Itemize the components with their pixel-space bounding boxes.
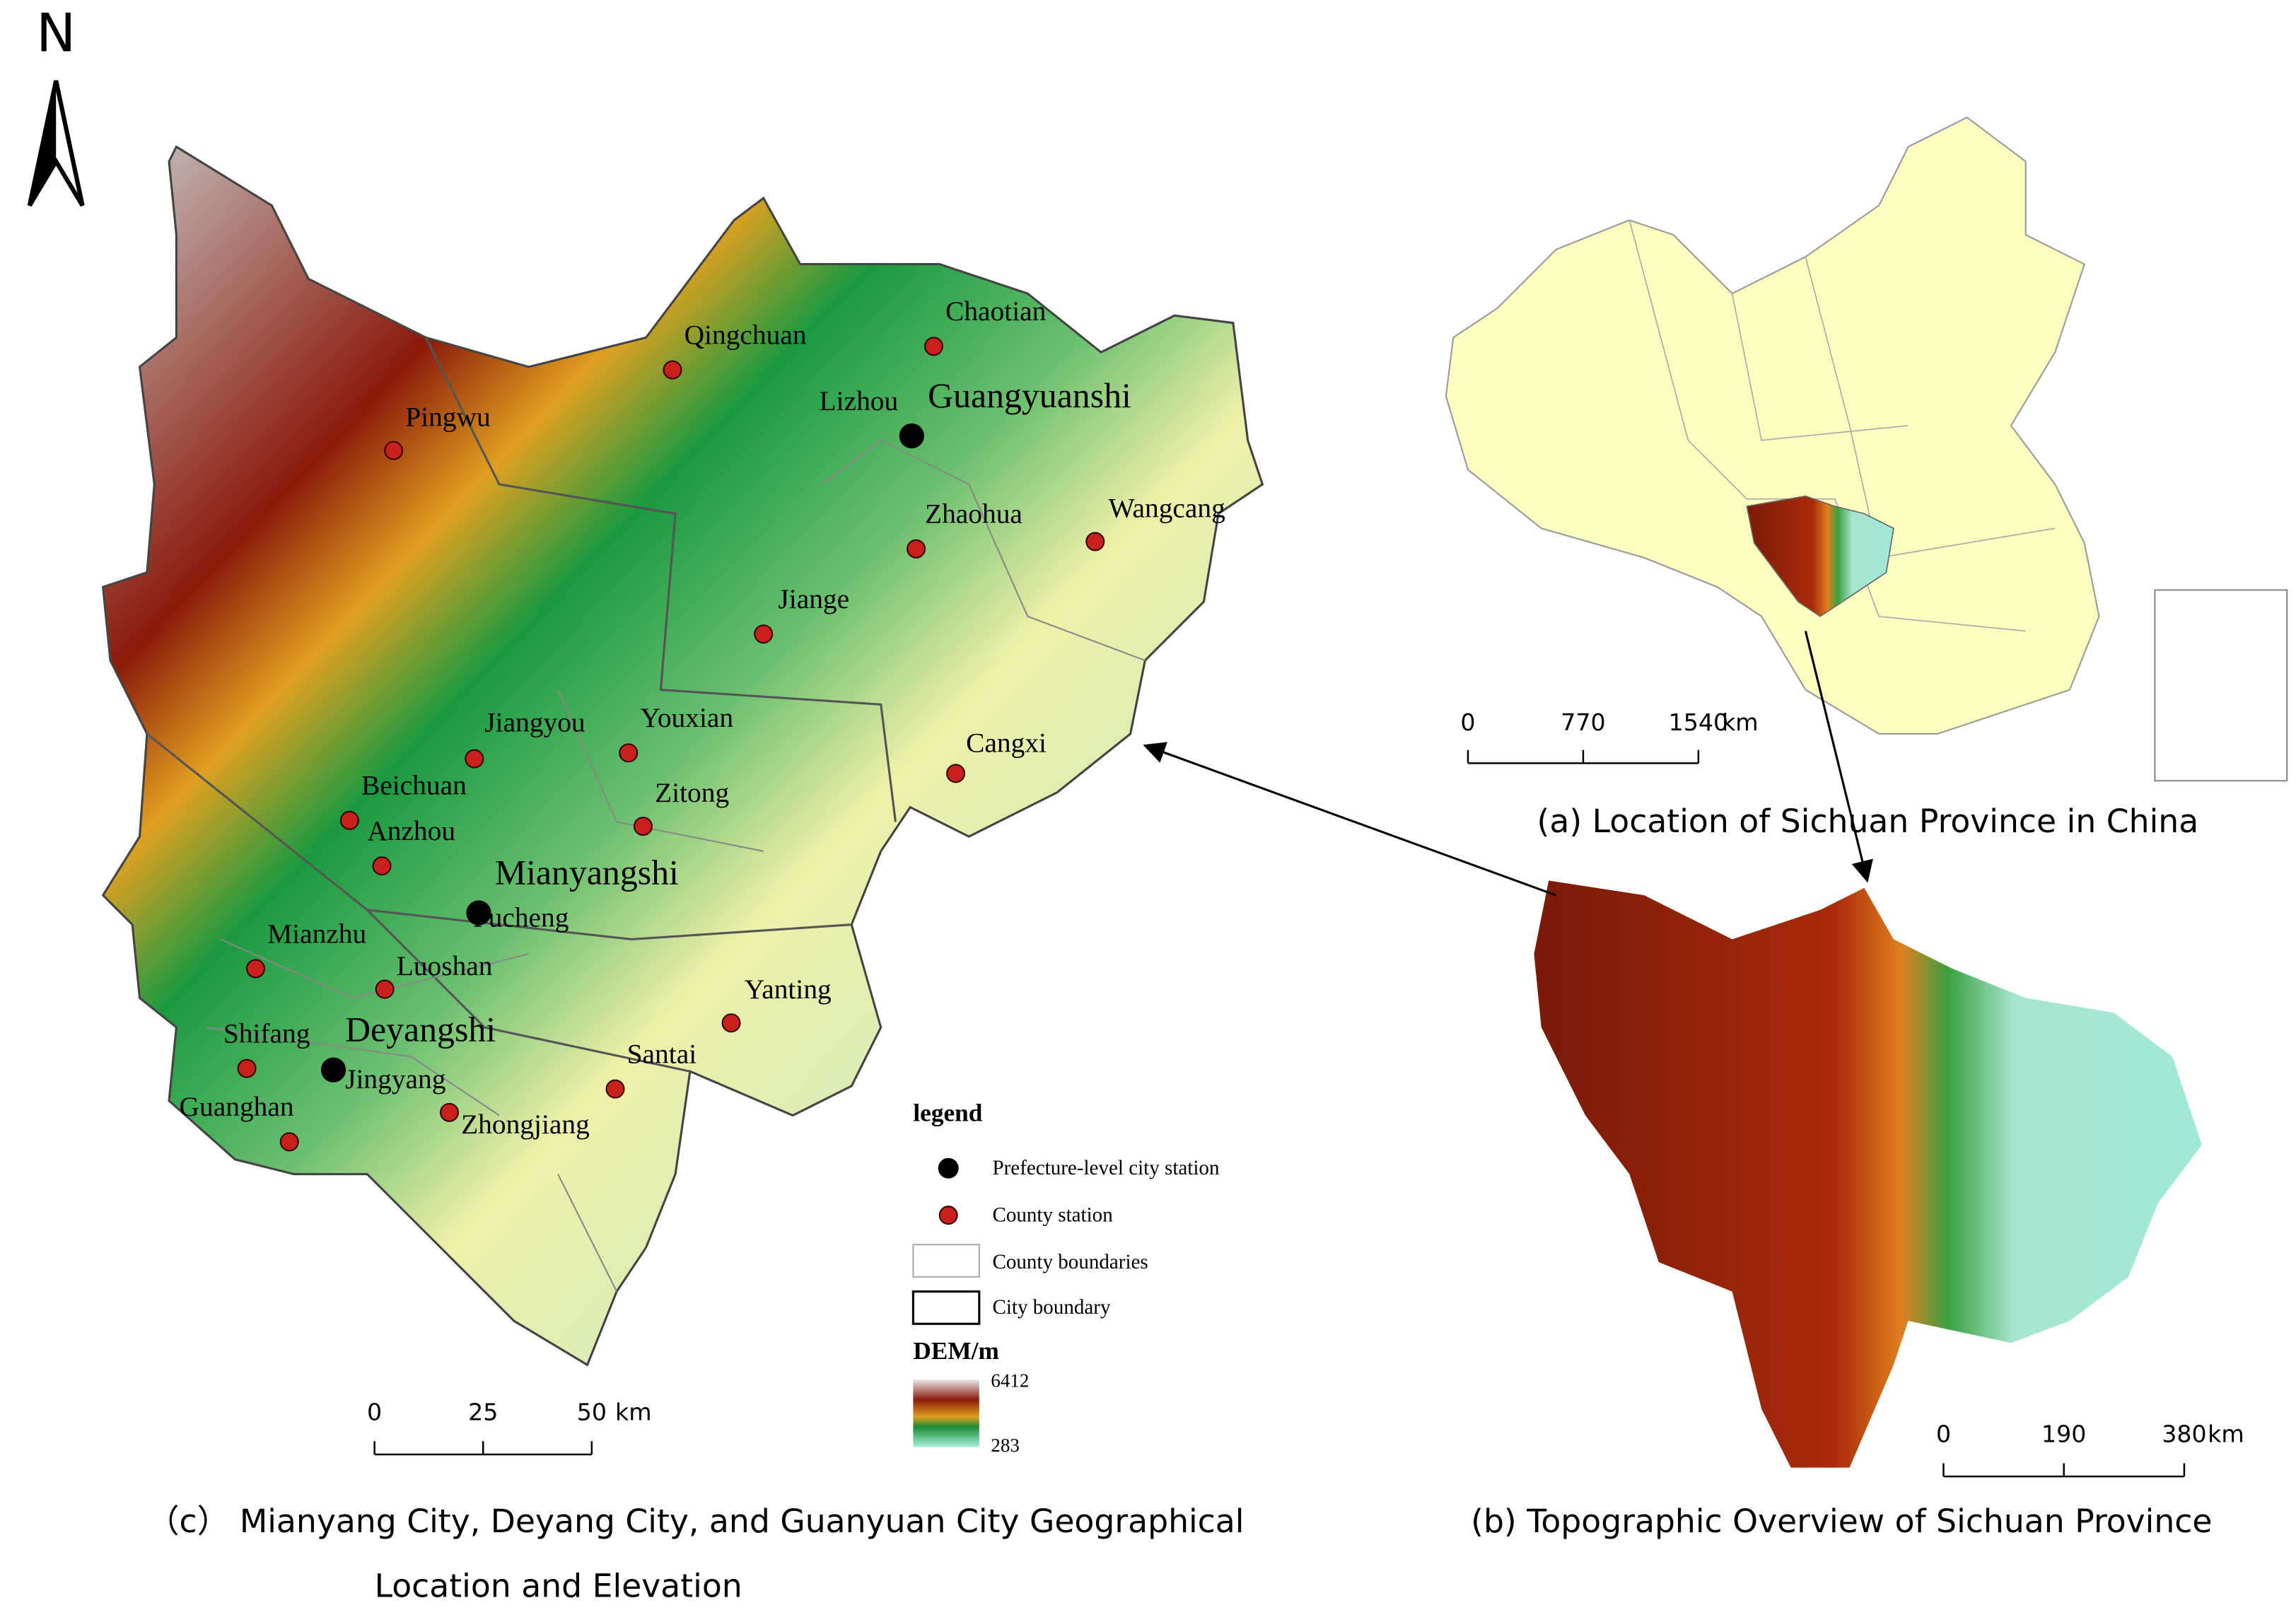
legend-symbol bbox=[938, 1157, 959, 1179]
prefecture-station bbox=[899, 423, 924, 449]
station-label: Mianzhu bbox=[267, 918, 366, 949]
county-station bbox=[1085, 532, 1105, 552]
city-label: Guangyuanshi bbox=[928, 376, 1131, 415]
scale-label: 1540 bbox=[1669, 708, 1729, 736]
county-station bbox=[372, 856, 392, 876]
county-station bbox=[907, 539, 926, 559]
caption: Location and Elevation bbox=[375, 1567, 742, 1604]
china-map bbox=[1445, 116, 2100, 735]
station-label: Yanting bbox=[745, 974, 832, 1005]
county-station bbox=[465, 749, 484, 769]
legend: legend Prefecture-level city station Cou… bbox=[911, 1099, 1220, 1456]
station-label: Beichuan bbox=[361, 770, 467, 801]
station-label: Cangxi bbox=[966, 727, 1047, 758]
legend-title: legend bbox=[913, 1099, 982, 1127]
dem-title: DEM/m bbox=[913, 1337, 998, 1365]
county-station bbox=[619, 743, 639, 763]
scale-label: 0 bbox=[1936, 1420, 1951, 1447]
legend-symbol bbox=[912, 1244, 980, 1278]
arrow bbox=[1804, 631, 1873, 883]
station-label: Qingchuan bbox=[684, 319, 807, 350]
scale-label: 50 bbox=[577, 1398, 607, 1425]
county-station bbox=[375, 979, 395, 999]
station-label: Jingyang bbox=[345, 1063, 445, 1095]
inset-box bbox=[2154, 589, 2288, 782]
legend-item: County boundaries bbox=[992, 1251, 1148, 1273]
city-label: Mianyangshi bbox=[495, 853, 679, 892]
north-arrow bbox=[27, 80, 85, 207]
station-label: Youxian bbox=[640, 702, 733, 733]
station-label: Luoshan bbox=[397, 950, 493, 981]
caption: (a) Location of Sichuan Province in Chin… bbox=[1537, 803, 2199, 840]
legend-item: Prefecture-level city station bbox=[992, 1157, 1219, 1179]
legend-symbol bbox=[938, 1206, 958, 1225]
station-label: Santai bbox=[627, 1039, 697, 1070]
legend-symbol bbox=[911, 1290, 981, 1325]
county-station bbox=[605, 1079, 625, 1099]
prefecture-station bbox=[466, 900, 491, 926]
county-station bbox=[246, 959, 265, 979]
caption: (b) Topographic Overview of Sichuan Prov… bbox=[1471, 1503, 2212, 1540]
scale-label: 380 bbox=[2162, 1420, 2206, 1447]
county-station bbox=[923, 337, 943, 356]
scale-label: 770 bbox=[1561, 708, 1605, 736]
study-area bbox=[101, 145, 1264, 1367]
county-station bbox=[384, 441, 404, 460]
county-station bbox=[439, 1102, 459, 1122]
prefecture-station bbox=[320, 1057, 346, 1083]
scale-unit: km bbox=[1722, 708, 1759, 736]
china-provinces bbox=[1628, 220, 2056, 632]
county-station bbox=[633, 817, 653, 836]
scale-unit: km bbox=[2208, 1420, 2244, 1447]
station-label: Guanghan bbox=[180, 1091, 294, 1122]
arrow bbox=[1143, 742, 1557, 897]
station-label: Fucheng bbox=[473, 902, 569, 933]
scale-unit: km bbox=[615, 1398, 652, 1425]
station-label: Zitong bbox=[655, 777, 729, 808]
scale-label: 0 bbox=[367, 1398, 382, 1425]
scale-label: 0 bbox=[1460, 708, 1475, 736]
scale-label: 25 bbox=[468, 1398, 498, 1425]
sichuan-in-china bbox=[1746, 495, 1894, 617]
station-label: Chaotian bbox=[945, 296, 1047, 327]
station-label: Pingwu bbox=[405, 402, 491, 433]
station-label: Lizhou bbox=[820, 385, 899, 416]
county-station bbox=[754, 624, 774, 644]
county-boundary bbox=[205, 439, 1146, 1293]
county-station bbox=[663, 360, 682, 380]
station-label: Shifang bbox=[223, 1017, 310, 1049]
county-station bbox=[721, 1013, 741, 1033]
caption: （c） Mianyang City, Deyang City, and Guan… bbox=[147, 1503, 1245, 1540]
station-label: Anzhou bbox=[367, 815, 455, 846]
dem-max: 6412 bbox=[991, 1370, 1029, 1391]
legend-item: City boundary bbox=[992, 1296, 1110, 1319]
city-boundary bbox=[146, 337, 897, 1073]
county-station bbox=[279, 1132, 299, 1152]
dem-min: 283 bbox=[991, 1435, 1019, 1456]
station-label: Wangcang bbox=[1108, 492, 1225, 523]
city-label: Deyangshi bbox=[345, 1010, 496, 1049]
station-label: Jiange bbox=[778, 583, 849, 614]
county-station bbox=[339, 810, 359, 830]
scale-label: 190 bbox=[2041, 1420, 2086, 1447]
north-label: N bbox=[36, 2, 76, 64]
station-label: Zhaohua bbox=[925, 498, 1022, 530]
station-label: Jiangyou bbox=[484, 706, 585, 737]
station-label: Zhongjiang bbox=[461, 1109, 590, 1140]
sichuan-map bbox=[1534, 880, 2202, 1468]
legend-item: County station bbox=[992, 1203, 1113, 1226]
county-station bbox=[946, 764, 966, 783]
dem-ramp bbox=[913, 1379, 979, 1447]
county-station bbox=[237, 1058, 257, 1078]
